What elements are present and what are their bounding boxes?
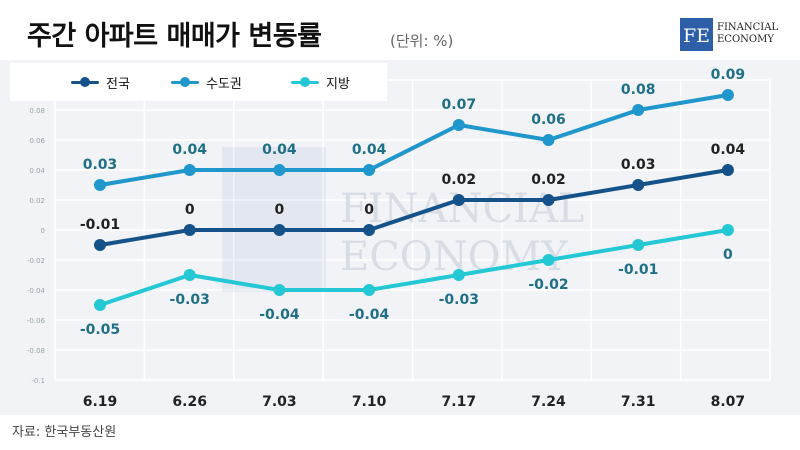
financial-economy-logo: FE FINANCIAL ECONOMY bbox=[680, 18, 790, 54]
series-point-2 bbox=[94, 299, 106, 311]
data-label: -0.03 bbox=[439, 292, 479, 308]
legend-label: 지방 bbox=[326, 76, 350, 92]
legend-item: 수도권 bbox=[167, 63, 242, 101]
series-point-2 bbox=[542, 254, 555, 266]
y-axis-ticks: -0.1 -0.08 -0.06 -0.04 -0.02 0 0.02 0.04 0.06 0.0… bbox=[27, 77, 46, 385]
x-tick-label: 7.03 bbox=[262, 394, 297, 410]
series-point-1 bbox=[542, 134, 555, 146]
data-label: 0.03 bbox=[621, 157, 656, 173]
series-point-0 bbox=[94, 239, 106, 251]
data-label: 0.07 bbox=[442, 97, 477, 113]
data-label: 0.06 bbox=[531, 112, 566, 128]
y-tick-label: 0.08 bbox=[29, 107, 45, 115]
data-label: -0.01 bbox=[80, 217, 120, 233]
line-chart: FINANCIAL ECONOMY -0.1-0.08-0.06-0.04-0.… bbox=[27, 67, 771, 410]
x-tick-label: 7.31 bbox=[621, 394, 656, 410]
data-label: -0.05 bbox=[80, 322, 120, 338]
data-label: 0 bbox=[364, 202, 374, 218]
series-point-1 bbox=[273, 164, 286, 176]
x-tick-label: 8.07 bbox=[711, 394, 746, 410]
series-point-2 bbox=[721, 224, 734, 236]
watermark-line1: FINANCIAL bbox=[340, 186, 584, 232]
legend: 전국 수도권 지방 bbox=[10, 63, 387, 101]
logo-mark-icon: FE bbox=[680, 18, 713, 51]
logo-text: FINANCIAL ECONOMY bbox=[717, 22, 779, 45]
data-label: 0.04 bbox=[352, 142, 387, 158]
series-point-0 bbox=[273, 224, 286, 236]
series-point-0 bbox=[452, 194, 465, 206]
x-tick-label: 6.26 bbox=[172, 394, 207, 410]
legend-label: 전국 bbox=[106, 76, 130, 92]
y-tick-label: -0.08 bbox=[27, 347, 45, 355]
y-tick-label: -0.02 bbox=[27, 257, 45, 265]
series-point-0 bbox=[721, 164, 734, 176]
legend-item: 지방 bbox=[287, 63, 350, 101]
legend-item: 전국 bbox=[67, 63, 130, 101]
y-tick-label: 0.02 bbox=[29, 197, 45, 205]
data-label: 0 bbox=[275, 202, 285, 218]
x-tick-label: 6.19 bbox=[83, 394, 118, 410]
series-line-2 bbox=[98, 228, 730, 307]
data-label: -0.04 bbox=[259, 307, 300, 323]
data-label: 0.08 bbox=[621, 82, 656, 98]
series-layer bbox=[94, 89, 734, 311]
data-label: 0.04 bbox=[262, 142, 297, 158]
series-point-1 bbox=[721, 89, 734, 101]
data-label: 0.02 bbox=[531, 172, 566, 188]
x-tick-label: 7.17 bbox=[442, 394, 477, 410]
series-point-0 bbox=[542, 194, 555, 206]
series-point-2 bbox=[183, 269, 196, 281]
series-point-0 bbox=[363, 224, 376, 236]
data-label: 0.04 bbox=[172, 142, 207, 158]
series-point-1 bbox=[632, 104, 645, 116]
series-point-1 bbox=[183, 164, 196, 176]
data-label: 0 bbox=[185, 202, 195, 218]
series-point-1 bbox=[363, 164, 376, 176]
chart-title: 주간 아파트 매매가 변동률 bbox=[27, 21, 322, 52]
series-point-2 bbox=[452, 269, 465, 281]
x-axis-ticks: 6.19 6.26 7.03 7.10 7.17 7.24 7.31 8.07 bbox=[83, 394, 745, 410]
series-point-0 bbox=[632, 179, 645, 191]
svg-text:FE: FE bbox=[683, 25, 710, 47]
y-tick-label: -0.06 bbox=[27, 317, 46, 325]
series-point-2 bbox=[363, 284, 376, 296]
data-label: 0.04 bbox=[711, 142, 746, 158]
legend-label: 수도권 bbox=[206, 76, 242, 92]
data-label: -0.02 bbox=[528, 277, 568, 293]
y-tick-label: -0.04 bbox=[27, 287, 46, 295]
data-label: 0.03 bbox=[83, 157, 118, 173]
plot-area: FINANCIAL ECONOMY -0.1 -0.08 -0.06 -0.04 -0.… bbox=[0, 60, 800, 415]
series-line-1 bbox=[98, 93, 730, 187]
x-tick-label: 7.24 bbox=[531, 394, 566, 410]
x-tick-label: 7.10 bbox=[352, 394, 387, 410]
data-label: -0.04 bbox=[349, 307, 390, 323]
y-tick-label: 0 bbox=[41, 227, 45, 235]
data-label: 0 bbox=[723, 247, 733, 263]
y-tick-label: 0.04 bbox=[29, 167, 45, 175]
legend-swatch bbox=[167, 76, 203, 88]
series-point-1 bbox=[94, 179, 106, 191]
legend-swatch bbox=[67, 76, 103, 88]
series-point-2 bbox=[632, 239, 645, 251]
y-tick-label: 0.06 bbox=[29, 137, 45, 145]
legend-swatch bbox=[287, 76, 323, 88]
data-label: 0.09 bbox=[711, 67, 746, 83]
series-point-2 bbox=[273, 284, 286, 296]
source-note: 자료: 한국부동산원 bbox=[12, 425, 117, 440]
series-line-0 bbox=[98, 168, 730, 247]
data-label: 0.02 bbox=[442, 172, 477, 188]
series-point-1 bbox=[452, 119, 465, 131]
series-point-0 bbox=[183, 224, 196, 236]
unit-label: (단위: %) bbox=[390, 32, 454, 50]
y-tick-label: -0.1 bbox=[31, 377, 45, 385]
data-label: -0.03 bbox=[170, 292, 210, 308]
data-labels: -0.01 0 0 0 0.02 0.02 0.03 0.04 0.03 0.04 0.04 0.04… bbox=[80, 67, 746, 338]
data-label: -0.01 bbox=[618, 262, 658, 278]
